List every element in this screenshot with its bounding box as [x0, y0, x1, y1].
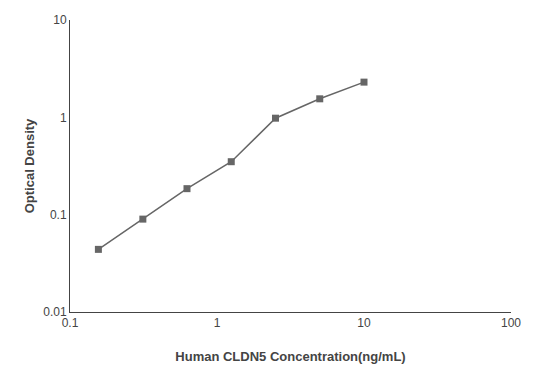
svg-text:1: 1	[60, 111, 67, 125]
svg-text:1: 1	[214, 316, 221, 330]
svg-text:Human CLDN5 Concentration(ng/m: Human CLDN5 Concentration(ng/mL)	[175, 349, 405, 364]
svg-text:10: 10	[357, 316, 371, 330]
svg-text:100: 100	[501, 316, 521, 330]
svg-text:0.1: 0.1	[50, 208, 67, 222]
svg-text:0.01: 0.01	[43, 305, 67, 319]
svg-text:0.1: 0.1	[62, 316, 79, 330]
svg-text:10: 10	[53, 13, 67, 27]
svg-text:Optical Density: Optical Density	[22, 118, 37, 213]
